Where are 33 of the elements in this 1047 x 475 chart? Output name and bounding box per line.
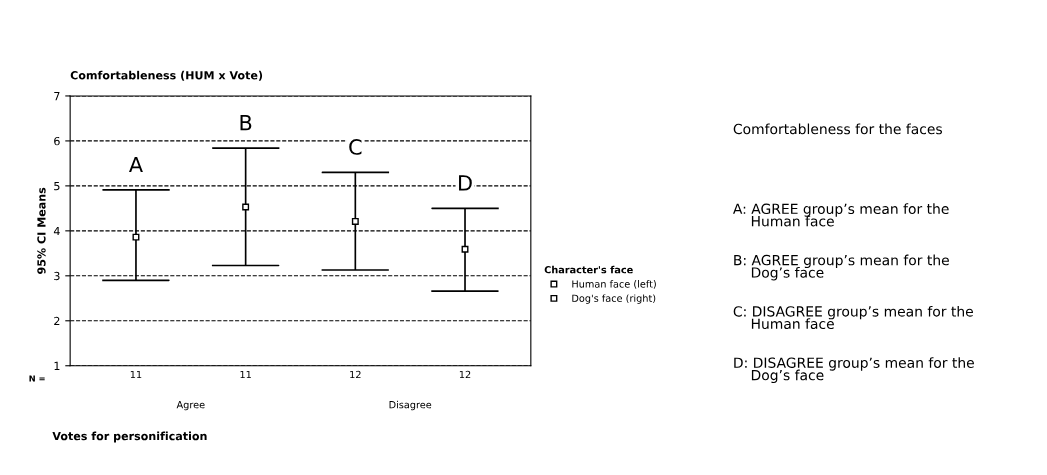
legend-title: Character's face	[544, 265, 633, 274]
text: Disagree	[389, 400, 432, 411]
y-tick-label: 1	[54, 361, 60, 370]
annotation: C	[349, 139, 362, 155]
chart-title: Comfortableness (HUM x Vote)	[70, 70, 263, 81]
y-tick-label: 5	[54, 182, 60, 191]
x-tick-label: 12	[459, 370, 471, 378]
text: A: AGREE group’s mean for the Human face	[733, 203, 949, 227]
y-axis-title: 95% CI Means	[37, 187, 46, 274]
point	[242, 203, 250, 211]
text: N =	[29, 375, 45, 382]
x-tick-label: 11	[130, 370, 142, 378]
annotation: B	[240, 115, 252, 131]
annotation: A	[129, 156, 143, 173]
text: Votes for personification	[52, 431, 207, 443]
y-tick-label: 6	[54, 136, 60, 146]
annotation: D	[459, 175, 472, 191]
legend-label: Dog's face (right)	[572, 294, 656, 304]
text: D: DISAGREE group’s mean for the Dog’s face	[734, 357, 974, 384]
text: C: DISAGREE group’s mean for the Human face	[733, 305, 973, 330]
point	[351, 217, 359, 225]
point	[132, 233, 140, 241]
y-tick-label: 4	[53, 226, 60, 236]
text: Agree	[176, 401, 205, 411]
point	[461, 245, 469, 253]
y-tick-label: 2	[54, 316, 60, 325]
y-tick-label: 7	[54, 92, 60, 101]
y-tick-label: 3	[54, 271, 60, 281]
legend-label: Human face (left)	[572, 280, 656, 289]
text: B: AGREE group’s mean for the Dog’s face	[734, 254, 949, 281]
x-tick-label: 11	[240, 370, 251, 378]
text: Comfortableness for the faces	[733, 123, 942, 135]
x-tick-label: 12	[350, 370, 361, 378]
